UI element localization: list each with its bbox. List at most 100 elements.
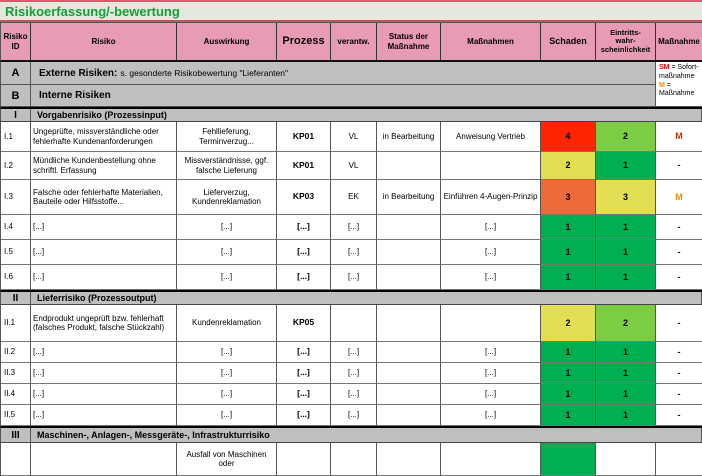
cell-schaden[interactable]: 1 (541, 363, 596, 384)
cell-risiko-id[interactable]: II.1 (1, 305, 31, 342)
column-header-risiko[interactable]: Risiko (31, 23, 177, 60)
cell-status[interactable] (377, 384, 441, 405)
section-a-row[interactable]: Externe Risiken: s. gesonderte Risikobew… (31, 62, 656, 85)
cell-massnahme[interactable]: - (656, 342, 702, 363)
cell-verantw[interactable] (331, 443, 377, 476)
cell-massnahmen[interactable]: Anweisung Vertrieb (441, 122, 541, 152)
cell-massnahmen[interactable] (441, 443, 541, 476)
cell-risiko[interactable]: [...] (31, 342, 177, 363)
cell-massnahme[interactable]: - (656, 215, 702, 240)
cell-auswirkung[interactable]: [...] (177, 265, 277, 290)
cell-prozess[interactable]: [...] (277, 342, 331, 363)
cell-eintritt[interactable]: 1 (596, 363, 656, 384)
cell-risiko[interactable]: [...] (31, 215, 177, 240)
cell-auswirkung[interactable]: [...] (177, 405, 277, 426)
section-row-i[interactable]: I Vorgabenrisiko (Prozessinput) (0, 107, 702, 122)
cell-massnahme[interactable]: - (656, 265, 702, 290)
cell-eintritt[interactable]: 1 (596, 405, 656, 426)
cell-schaden[interactable]: 1 (541, 384, 596, 405)
cell-prozess[interactable]: [...] (277, 265, 331, 290)
cell-prozess[interactable]: [...] (277, 215, 331, 240)
cell-status[interactable] (377, 215, 441, 240)
cell-prozess[interactable]: [...] (277, 405, 331, 426)
cell-risiko[interactable]: [...] (31, 363, 177, 384)
cell-eintritt[interactable]: 1 (596, 215, 656, 240)
section-row-iii[interactable]: III Maschinen-, Anlagen-, Messgeräte-, I… (0, 426, 702, 443)
cell-auswirkung[interactable]: [...] (177, 384, 277, 405)
cell-eintritt[interactable]: 1 (596, 342, 656, 363)
cell-risiko-id[interactable]: I.6 (1, 265, 31, 290)
section-b-row[interactable]: Interne Risiken (31, 85, 656, 107)
cell-prozess[interactable]: KP03 (277, 180, 331, 215)
cell-eintritt[interactable]: 1 (596, 384, 656, 405)
cell-massnahme[interactable]: - (656, 405, 702, 426)
cell-status[interactable] (377, 240, 441, 265)
column-header-massnahme[interactable]: Maßnahme (656, 23, 702, 60)
cell-verantw[interactable]: EK (331, 180, 377, 215)
cell-status[interactable]: in Bearbeitung (377, 122, 441, 152)
cell-massnahme[interactable]: - (656, 240, 702, 265)
cell-eintritt[interactable] (596, 443, 656, 476)
cell-risiko-id[interactable]: II.5 (1, 405, 31, 426)
column-header-risiko-id[interactable]: Risiko ID (1, 23, 31, 60)
column-header-massnahmen[interactable]: Maßnahmen (441, 23, 541, 60)
cell-schaden[interactable]: 1 (541, 342, 596, 363)
cell-massnahmen[interactable]: [...] (441, 240, 541, 265)
cell-auswirkung[interactable]: Kundenreklamation (177, 305, 277, 342)
cell-verantw[interactable] (331, 305, 377, 342)
cell-verantw[interactable]: [...] (331, 240, 377, 265)
cell-eintritt[interactable]: 2 (596, 305, 656, 342)
cell-risiko-id[interactable]: I.4 (1, 215, 31, 240)
cell-verantw[interactable]: VL (331, 152, 377, 180)
cell-massnahmen[interactable]: [...] (441, 215, 541, 240)
cell-auswirkung[interactable]: [...] (177, 240, 277, 265)
cell-auswirkung[interactable]: Ausfall von Maschinen oder (177, 443, 277, 476)
cell-eintritt[interactable]: 1 (596, 240, 656, 265)
cell-prozess[interactable]: KP05 (277, 305, 331, 342)
cell-risiko[interactable]: [...] (31, 405, 177, 426)
cell-verantw[interactable]: [...] (331, 215, 377, 240)
cell-auswirkung[interactable]: Fehllieferung, Terminverzug... (177, 122, 277, 152)
cell-massnahmen[interactable]: [...] (441, 405, 541, 426)
cell-risiko[interactable]: [...] (31, 384, 177, 405)
cell-schaden[interactable]: 1 (541, 405, 596, 426)
cell-status[interactable] (377, 265, 441, 290)
cell-schaden[interactable] (541, 443, 596, 476)
cell-risiko-id[interactable]: I.1 (1, 122, 31, 152)
cell-risiko[interactable]: Falsche oder fehlerhafte Materialien, Ba… (31, 180, 177, 215)
cell-massnahme[interactable]: - (656, 384, 702, 405)
cell-schaden[interactable]: 2 (541, 152, 596, 180)
section-row-ii[interactable]: II Lieferrisiko (Prozessoutput) (0, 290, 702, 305)
cell-massnahmen[interactable] (441, 305, 541, 342)
cell-schaden[interactable]: 1 (541, 240, 596, 265)
cell-massnahmen[interactable]: Einführen 4-Augen-Prinzip (441, 180, 541, 215)
cell-schaden[interactable]: 4 (541, 122, 596, 152)
cell-risiko[interactable] (31, 443, 177, 476)
cell-risiko-id[interactable] (1, 443, 31, 476)
cell-status[interactable] (377, 152, 441, 180)
cell-massnahme[interactable] (656, 443, 702, 476)
cell-risiko-id[interactable]: II.4 (1, 384, 31, 405)
cell-risiko[interactable]: [...] (31, 265, 177, 290)
cell-prozess[interactable]: KP01 (277, 122, 331, 152)
cell-status[interactable] (377, 363, 441, 384)
column-header-prozess[interactable]: Prozess (277, 23, 331, 60)
cell-verantw[interactable]: [...] (331, 384, 377, 405)
cell-auswirkung[interactable]: Lieferverzug, Kundenreklamation (177, 180, 277, 215)
cell-prozess[interactable]: [...] (277, 363, 331, 384)
cell-risiko-id[interactable]: II.2 (1, 342, 31, 363)
cell-schaden[interactable]: 2 (541, 305, 596, 342)
cell-massnahmen[interactable]: [...] (441, 384, 541, 405)
cell-massnahme[interactable]: M (656, 122, 702, 152)
cell-massnahme[interactable]: M (656, 180, 702, 215)
cell-risiko-id[interactable]: I.3 (1, 180, 31, 215)
cell-eintritt[interactable]: 2 (596, 122, 656, 152)
cell-risiko-id[interactable]: I.5 (1, 240, 31, 265)
cell-verantw[interactable]: VL (331, 122, 377, 152)
cell-schaden[interactable]: 1 (541, 215, 596, 240)
cell-massnahmen[interactable]: [...] (441, 342, 541, 363)
cell-verantw[interactable]: [...] (331, 363, 377, 384)
column-header-status[interactable]: Status der Maßnahme (377, 23, 441, 60)
cell-verantw[interactable]: [...] (331, 265, 377, 290)
cell-prozess[interactable]: [...] (277, 384, 331, 405)
